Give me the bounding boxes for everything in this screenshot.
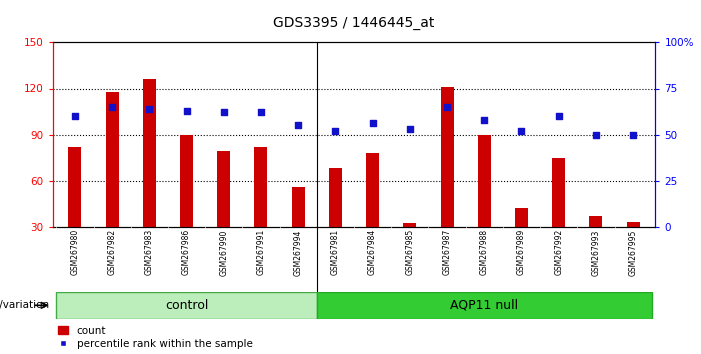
Point — [590, 132, 601, 137]
Bar — [254, 147, 268, 227]
Text: GSM267994: GSM267994 — [294, 229, 303, 275]
Point — [69, 113, 81, 119]
Bar — [515, 208, 528, 227]
Text: GSM267981: GSM267981 — [331, 229, 340, 275]
Point — [442, 104, 453, 110]
Text: GSM267988: GSM267988 — [479, 229, 489, 275]
Point — [292, 122, 304, 128]
Point — [255, 110, 266, 115]
Bar — [440, 87, 454, 227]
Point — [329, 128, 341, 134]
Text: control: control — [165, 299, 208, 312]
Point — [107, 104, 118, 110]
Text: GSM267986: GSM267986 — [182, 229, 191, 275]
Bar — [317, 292, 652, 319]
Text: GSM267985: GSM267985 — [405, 229, 414, 275]
Text: GSM267993: GSM267993 — [592, 229, 600, 275]
Point — [627, 132, 639, 137]
Bar — [403, 223, 416, 227]
Text: GDS3395 / 1446445_at: GDS3395 / 1446445_at — [273, 16, 435, 30]
Point — [181, 108, 192, 113]
Bar — [590, 216, 602, 227]
Point — [516, 128, 527, 134]
Text: GSM267990: GSM267990 — [219, 229, 229, 275]
Text: GSM267987: GSM267987 — [442, 229, 451, 275]
Point — [367, 121, 379, 126]
Bar — [292, 187, 305, 227]
Point — [479, 117, 490, 122]
Text: GSM267982: GSM267982 — [108, 229, 116, 275]
Bar — [478, 135, 491, 227]
Bar — [56, 292, 317, 319]
Bar — [106, 92, 118, 227]
Point — [553, 113, 564, 119]
Point — [404, 126, 416, 132]
Text: GSM267984: GSM267984 — [368, 229, 377, 275]
Text: genotype/variation: genotype/variation — [0, 300, 49, 310]
Legend: count, percentile rank within the sample: count, percentile rank within the sample — [57, 326, 252, 349]
Text: AQP11 null: AQP11 null — [450, 299, 518, 312]
Text: GSM267995: GSM267995 — [629, 229, 638, 275]
Text: GSM267992: GSM267992 — [554, 229, 563, 275]
Point — [218, 110, 229, 115]
Bar — [329, 168, 342, 227]
Text: GSM267991: GSM267991 — [257, 229, 266, 275]
Text: GSM267989: GSM267989 — [517, 229, 526, 275]
Point — [144, 106, 155, 112]
Bar — [180, 135, 193, 227]
Bar — [217, 152, 230, 227]
Bar — [366, 153, 379, 227]
Bar — [627, 222, 639, 227]
Text: GSM267980: GSM267980 — [70, 229, 79, 275]
Bar — [69, 147, 81, 227]
Bar — [143, 79, 156, 227]
Bar — [552, 158, 565, 227]
Text: GSM267983: GSM267983 — [145, 229, 154, 275]
